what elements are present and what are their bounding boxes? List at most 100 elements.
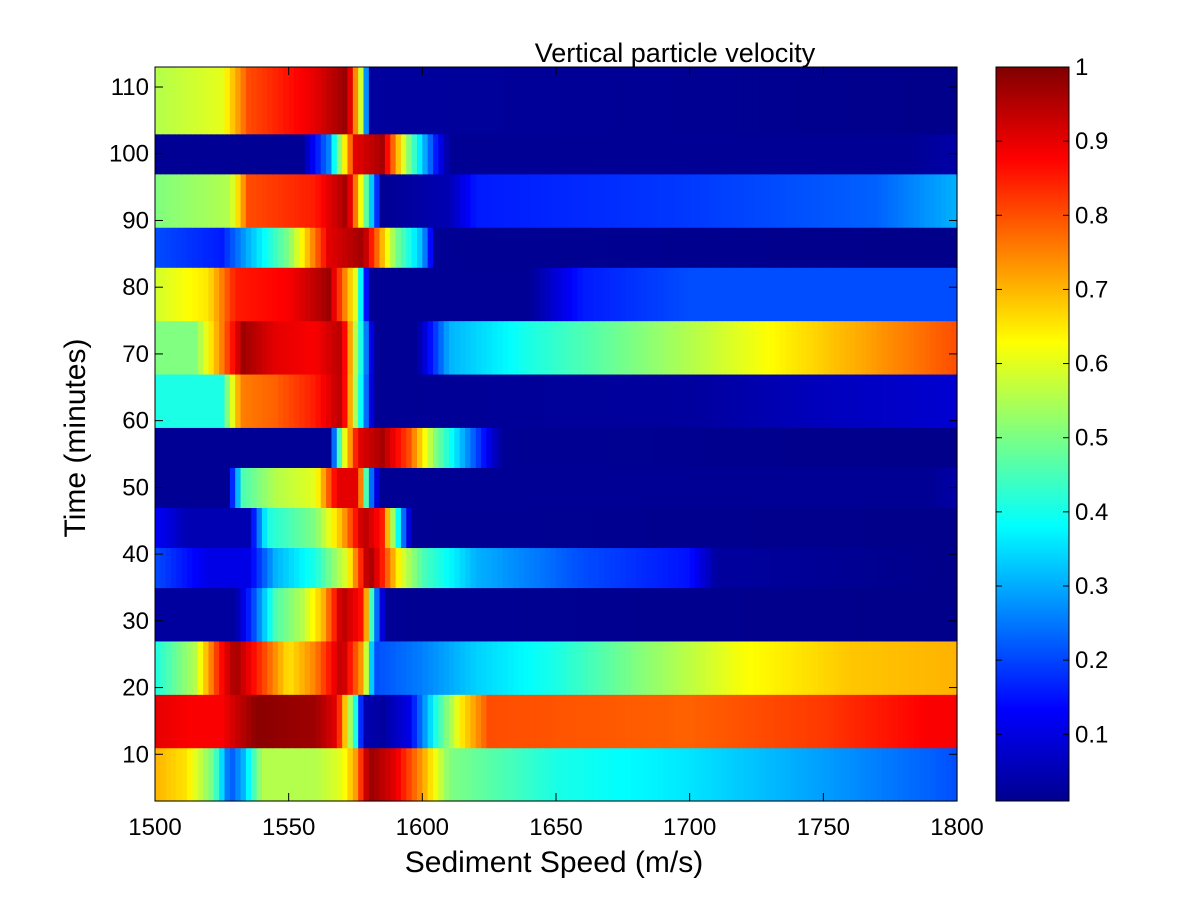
heatmap-cell [529, 373, 536, 428]
heatmap-cell [743, 587, 750, 642]
heatmap-cell [769, 267, 776, 322]
heatmap-cell [711, 173, 717, 228]
heatmap-cell [326, 547, 333, 589]
heatmap-cell [935, 640, 942, 695]
heatmap-cell [465, 320, 472, 375]
heatmap-cell [406, 173, 413, 228]
heatmap-cell [539, 547, 546, 589]
heatmap-cell [785, 640, 792, 695]
heatmap-cell [684, 640, 691, 695]
heatmap-cell [625, 547, 632, 589]
heatmap-cell [518, 694, 525, 749]
heatmap-cell [748, 173, 755, 228]
heatmap-cell [523, 694, 530, 749]
heatmap-cell [491, 267, 498, 322]
heatmap-cell [539, 133, 546, 175]
heatmap-cell [598, 320, 605, 375]
heatmap-cell [652, 747, 659, 802]
heatmap-cell [801, 694, 808, 749]
heatmap-cell [518, 640, 525, 695]
heatmap-cell [256, 640, 263, 695]
heatmap-cell [566, 227, 573, 268]
heatmap-cell [796, 373, 803, 428]
heatmap-cell [641, 227, 648, 268]
heatmap-cell [876, 320, 883, 375]
heatmap-cell [219, 67, 226, 135]
heatmap-cell [657, 133, 664, 175]
heatmap-cell [866, 227, 873, 268]
heatmap-cell [326, 227, 333, 268]
heatmap-cell [454, 133, 461, 175]
heatmap-cell [673, 547, 680, 589]
heatmap-cell [342, 133, 349, 175]
heatmap-cell [406, 747, 413, 802]
heatmap-cell [310, 640, 316, 695]
heatmap-cell [855, 267, 862, 322]
heatmap-cell [299, 227, 306, 268]
heatmap-cell [326, 694, 333, 749]
heatmap-cell [705, 373, 712, 428]
heatmap-cell [764, 587, 771, 642]
heatmap-cell [459, 640, 466, 695]
heatmap-cell [219, 507, 226, 549]
heatmap-cell [636, 173, 643, 228]
heatmap-cell [689, 507, 696, 549]
heatmap-cell [422, 587, 429, 642]
heatmap-cell [769, 373, 776, 428]
heatmap-cell [288, 587, 295, 642]
heatmap-cell [358, 67, 365, 135]
heatmap-cell [235, 133, 242, 175]
heatmap-cell [374, 640, 381, 695]
heatmap-cell [181, 587, 188, 642]
heatmap-cell [561, 694, 568, 749]
heatmap-cell [834, 640, 840, 695]
heatmap-cell [940, 320, 947, 375]
heatmap-cell [267, 320, 274, 375]
heatmap-cell [427, 547, 434, 589]
heatmap-cell [363, 427, 370, 468]
heatmap-cell [294, 694, 300, 749]
heatmap-cell [395, 587, 402, 642]
heatmap-cell [876, 467, 883, 508]
heatmap-cell [748, 227, 755, 268]
heatmap-cell [336, 320, 343, 375]
heatmap-cell [614, 227, 621, 268]
heatmap-cell [208, 173, 215, 228]
heatmap-cell [486, 373, 493, 428]
heatmap-cell [272, 173, 279, 228]
colorbar-tick-label: 0.6 [1075, 351, 1108, 378]
heatmap-cell [652, 267, 659, 322]
heatmap-cell [673, 267, 680, 322]
heatmap-cell [748, 267, 755, 322]
heatmap-cell [475, 427, 482, 468]
heatmap-cell [785, 67, 792, 135]
heatmap-cell [283, 747, 290, 802]
heatmap-cell [646, 467, 653, 508]
heatmap-cell [251, 587, 258, 642]
heatmap-cell [352, 320, 359, 375]
heatmap-cell [801, 320, 808, 375]
heatmap-cell [695, 173, 701, 228]
heatmap-cell [844, 267, 851, 322]
heatmap-cell [240, 547, 247, 589]
heatmap-cell [288, 373, 295, 428]
heatmap-cell [732, 587, 739, 642]
heatmap-cell [288, 640, 295, 695]
heatmap-cell [561, 427, 568, 468]
heatmap-cell [812, 747, 819, 802]
heatmap-cell [620, 133, 627, 175]
heatmap-cell [192, 267, 199, 322]
heatmap-cell [176, 547, 183, 589]
heatmap-cell [245, 67, 252, 135]
heatmap-cell [556, 694, 562, 749]
heatmap-cell [785, 227, 792, 268]
heatmap-cell [620, 467, 627, 508]
heatmap-cell [438, 547, 445, 589]
heatmap-cell [470, 694, 477, 749]
heatmap-cell [657, 640, 664, 695]
heatmap-cell [459, 67, 466, 135]
heatmap-cell [497, 373, 504, 428]
heatmap-cell [716, 227, 723, 268]
heatmap-cell [780, 694, 787, 749]
heatmap-cell [534, 467, 541, 508]
